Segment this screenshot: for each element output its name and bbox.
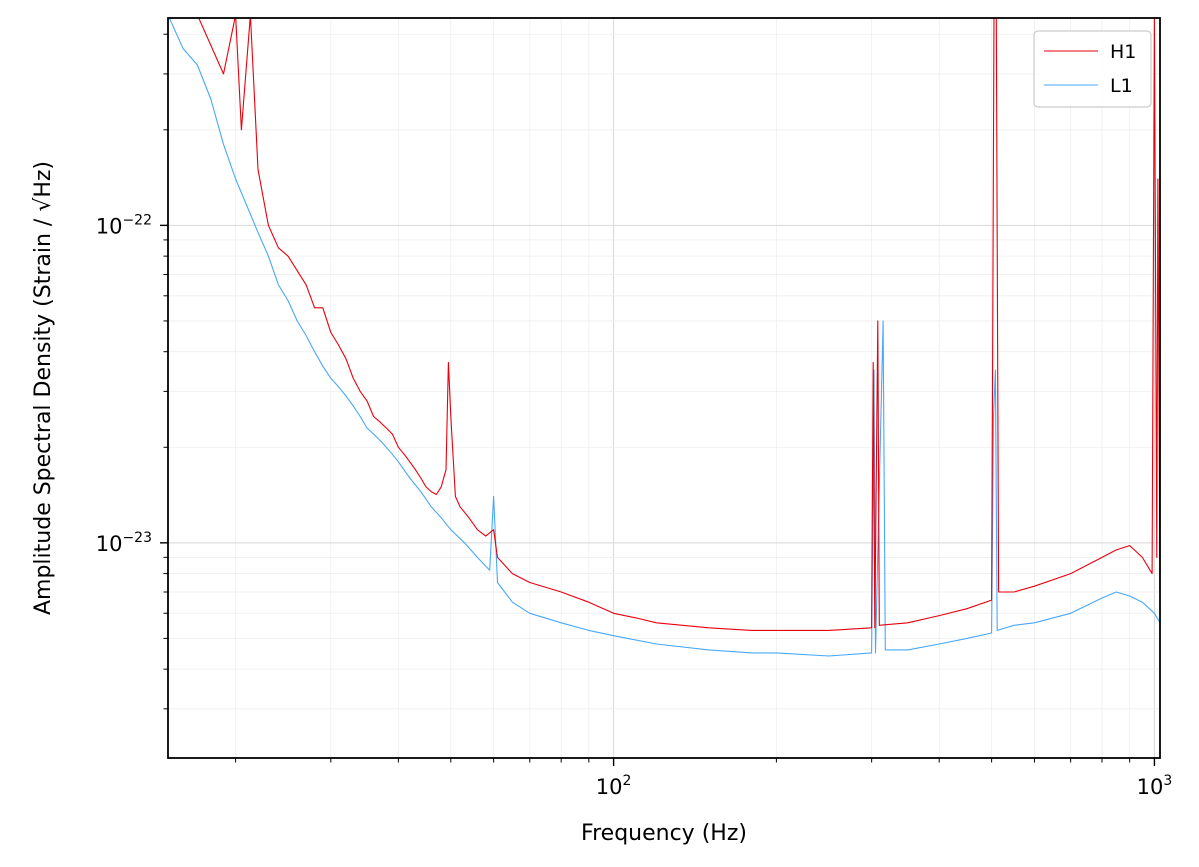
plot-frame: [167, 17, 1161, 759]
y-tick-label: 10−23: [96, 530, 152, 556]
series-line-l1: [168, 18, 1160, 657]
legend-box: [1033, 30, 1152, 108]
legend-label-h1: H1: [1110, 41, 1136, 63]
plot-series: [168, 18, 1160, 657]
legend-label-l1: L1: [1110, 75, 1133, 97]
axis-ticks: 102 103 10−23 10−22: [96, 33, 1173, 799]
legend: H1 L1: [1033, 30, 1152, 108]
series-line-h1: [198, 18, 1160, 631]
x-tick-label: 102: [596, 773, 632, 799]
x-tick-label: 103: [1137, 773, 1173, 799]
x-axis-label: Frequency (Hz): [581, 821, 747, 846]
y-tick-label: 10−22: [96, 212, 152, 238]
y-axis-label: Amplitude Spectral Density (Strain / √Hz…: [31, 161, 56, 615]
